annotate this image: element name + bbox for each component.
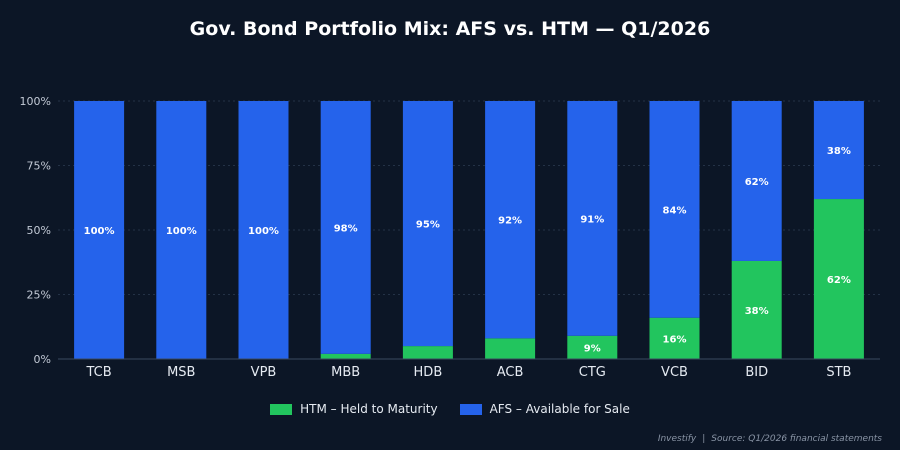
bar-afs-ctg[interactable] [567,101,618,336]
x-tick-label: MSB [167,365,195,380]
data-label-afs-vcb: 84% [663,205,687,216]
legend-swatch-afs [459,403,482,415]
data-label-afs-vpb: 100% [248,226,279,237]
data-label-afs-hdb: 95% [416,220,440,231]
legend-item-afs[interactable]: AFS – Available for Sale [459,402,630,416]
bar-htm-stb[interactable] [813,199,864,359]
bar-htm-ctg[interactable] [567,335,618,359]
bar-afs-acb[interactable] [485,101,536,339]
labels-layer: 100% 100% 100% 98% 95% 92% 91% 9% 84% 16% 62% 38% 38… [84,146,851,354]
bar-htm-hdb[interactable] [402,346,453,359]
x-tick-label: TCB [86,365,112,380]
x-tick-label: ACB [497,365,524,380]
legend-label-afs: AFS – Available for Sale [489,402,630,416]
y-tick-label: 0% [34,353,51,366]
source-footer: Investify | Source: Q1/2026 financial stat… [658,434,882,444]
x-tick-label: MBB [331,365,360,380]
legend: HTM – Held to Maturity AFS – Available f… [0,402,900,416]
data-label-htm-stb: 62% [827,275,851,286]
data-label-htm-bid: 38% [745,306,769,317]
x-tick-label: STB [826,365,851,380]
data-label-afs-mbb: 98% [334,223,358,234]
bar-afs-mbb[interactable] [320,101,371,354]
data-label-htm-vcb: 16% [663,334,687,345]
data-label-afs-tcb: 100% [84,226,115,237]
data-label-afs-bid: 62% [745,177,769,188]
data-label-afs-acb: 92% [498,216,522,227]
y-tick-label: 50% [27,224,51,237]
data-label-htm-ctg: 9% [584,343,601,354]
x-tick-label: VPB [251,365,277,380]
bar-htm-bid[interactable] [731,260,782,359]
bar-afs-hdb[interactable] [402,101,453,347]
data-label-afs-msb: 100% [166,226,197,237]
x-tick-label: BID [745,365,768,380]
source-text: Source: Q1/2026 financial statements [711,434,882,444]
x-tick-label: HDB [414,365,443,380]
legend-item-htm[interactable]: HTM – Held to Maturity [270,402,438,416]
y-tick-label: 75% [27,160,51,173]
y-tick-label: 25% [27,289,51,302]
chart-title: Gov. Bond Portfolio Mix: AFS vs. HTM — Q… [189,18,711,40]
y-tick-label: 100% [20,95,51,108]
data-label-afs-ctg: 91% [580,214,604,225]
bar-htm-mbb[interactable] [320,353,371,359]
bar-afs-vcb[interactable] [649,101,700,318]
footer-separator: | [702,434,706,444]
bar-afs-tcb[interactable] [74,101,125,359]
bar-afs-vpb[interactable] [238,101,289,359]
bar-afs-msb[interactable] [156,101,207,359]
x-tick-label: CTG [579,365,606,380]
legend-swatch-htm [270,403,293,415]
x-tick-label: VCB [661,365,688,380]
bars-layer [74,101,864,359]
bar-afs-bid[interactable] [731,101,782,261]
axis-layer: 0% 25% 50% 75% 100% TCB MSB VPB MBB HDB ACB CTG VCB B… [20,95,880,380]
bar-afs-stb[interactable] [813,101,864,200]
data-label-afs-stb: 38% [827,146,851,157]
source-brand: Investify [657,434,697,444]
bar-htm-acb[interactable] [485,338,536,359]
bar-htm-vcb[interactable] [649,317,700,359]
legend-label-htm: HTM – Held to Maturity [300,402,438,416]
